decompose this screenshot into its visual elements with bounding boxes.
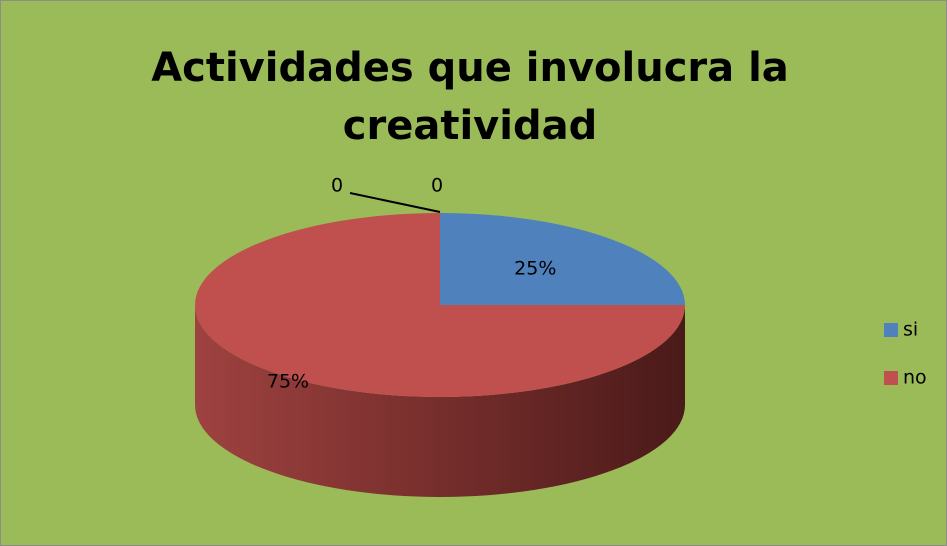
data-label: 0 [431, 175, 443, 197]
data-label: 25% [514, 258, 556, 280]
leader-line [349, 192, 441, 213]
pie-slice [195, 213, 685, 397]
pie-side [195, 305, 685, 497]
pie-slice [440, 213, 685, 305]
chart-title: Actividades que involucra la creatividad [151, 45, 789, 149]
data-label: 0 [331, 175, 343, 197]
legend-swatch [884, 371, 898, 385]
legend-label: no [903, 367, 927, 389]
data-label: 75% [267, 371, 309, 393]
legend-label: si [903, 319, 918, 341]
legend-swatch [884, 323, 898, 337]
